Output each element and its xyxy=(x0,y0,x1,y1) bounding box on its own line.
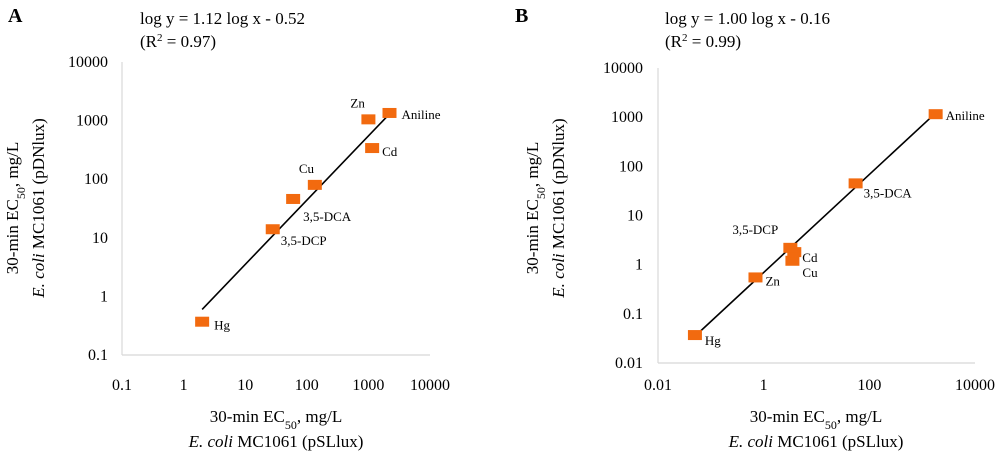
regression-line xyxy=(694,111,937,337)
data-point-cd xyxy=(365,143,380,154)
regression-equation: log y = 1.12 log x - 0.52 xyxy=(140,9,305,28)
y-tick-label: 1000 xyxy=(76,113,108,130)
y-tick-label: 100 xyxy=(619,158,643,175)
x-tick-label: 1 xyxy=(760,377,768,394)
x-axis-title: 30-min EC50, mg/L xyxy=(210,407,342,432)
data-point-cu xyxy=(307,179,322,190)
regression-equation: log y = 1.00 log x - 0.16 xyxy=(665,9,830,28)
r-squared: (R2 = 0.99) xyxy=(665,32,741,51)
data-point-3-5-dca xyxy=(286,193,301,204)
panel-letter: A xyxy=(8,5,23,27)
x-tick-label: 0.1 xyxy=(112,377,132,394)
y-tick-label: 10000 xyxy=(68,54,108,71)
data-point-aniline xyxy=(928,109,943,120)
y-tick-label: 100 xyxy=(84,171,108,188)
y-tick-label: 0.1 xyxy=(88,347,108,364)
y-tick-label: 1000 xyxy=(611,109,643,126)
data-point-3-5-dca xyxy=(848,178,863,189)
data-point-zn xyxy=(361,114,376,125)
regression-line xyxy=(201,113,391,310)
x-tick-label: 100 xyxy=(857,377,881,394)
x-tick-label: 10000 xyxy=(955,377,995,394)
data-point-3-5-dcp xyxy=(783,242,798,253)
data-label: Cd xyxy=(382,144,398,159)
y-tick-label: 0.01 xyxy=(615,355,643,372)
y-tick-label: 1 xyxy=(100,288,108,305)
data-label: Aniline xyxy=(401,107,440,122)
data-point-hg xyxy=(195,316,210,327)
x-tick-label: 1 xyxy=(180,377,188,394)
data-label: Cu xyxy=(299,161,315,176)
data-label: Cd xyxy=(802,250,818,265)
r-squared: (R2 = 0.97) xyxy=(140,32,216,51)
data-label: 3,5-DCA xyxy=(864,185,913,200)
data-label: Hg xyxy=(705,333,721,348)
data-point-cu xyxy=(785,255,800,266)
data-label: Cu xyxy=(802,265,818,280)
x-tick-label: 10000 xyxy=(410,377,450,394)
data-label: Zn xyxy=(765,273,780,288)
data-label: 3,5-DCA xyxy=(303,209,352,224)
panel-letter: B xyxy=(515,5,528,27)
x-axis-title: 30-min EC50, mg/L xyxy=(750,407,882,432)
data-point-aniline xyxy=(382,107,397,118)
data-label: Zn xyxy=(350,95,365,110)
data-label: Hg xyxy=(214,318,230,333)
data-point-zn xyxy=(748,272,763,283)
y-axis-subtitle: E. coli MC1061 (pDNlux) xyxy=(549,118,568,298)
data-label: Aniline xyxy=(946,108,985,123)
data-label: 3,5-DCP xyxy=(281,233,327,248)
y-axis-title: 30-min EC50, mg/L xyxy=(3,142,28,274)
y-tick-label: 1 xyxy=(635,257,643,274)
x-axis-subtitle: E. coli MC1061 (pSLlux) xyxy=(188,432,364,451)
y-axis-title: 30-min EC50, mg/L xyxy=(523,142,548,274)
y-tick-label: 0.1 xyxy=(623,306,643,323)
x-axis-subtitle: E. coli MC1061 (pSLlux) xyxy=(728,432,904,451)
y-axis-subtitle: E. coli MC1061 (pDNlux) xyxy=(29,118,48,298)
x-tick-label: 100 xyxy=(295,377,319,394)
x-tick-label: 0.01 xyxy=(644,377,672,394)
data-point-hg xyxy=(687,330,702,341)
y-tick-label: 10000 xyxy=(603,60,643,77)
x-tick-label: 10 xyxy=(237,377,253,394)
data-label: 3,5-DCP xyxy=(732,222,778,237)
y-tick-label: 10 xyxy=(92,230,108,247)
data-point-3-5-dcp xyxy=(265,224,280,235)
y-tick-label: 10 xyxy=(627,208,643,225)
x-tick-label: 1000 xyxy=(352,377,384,394)
